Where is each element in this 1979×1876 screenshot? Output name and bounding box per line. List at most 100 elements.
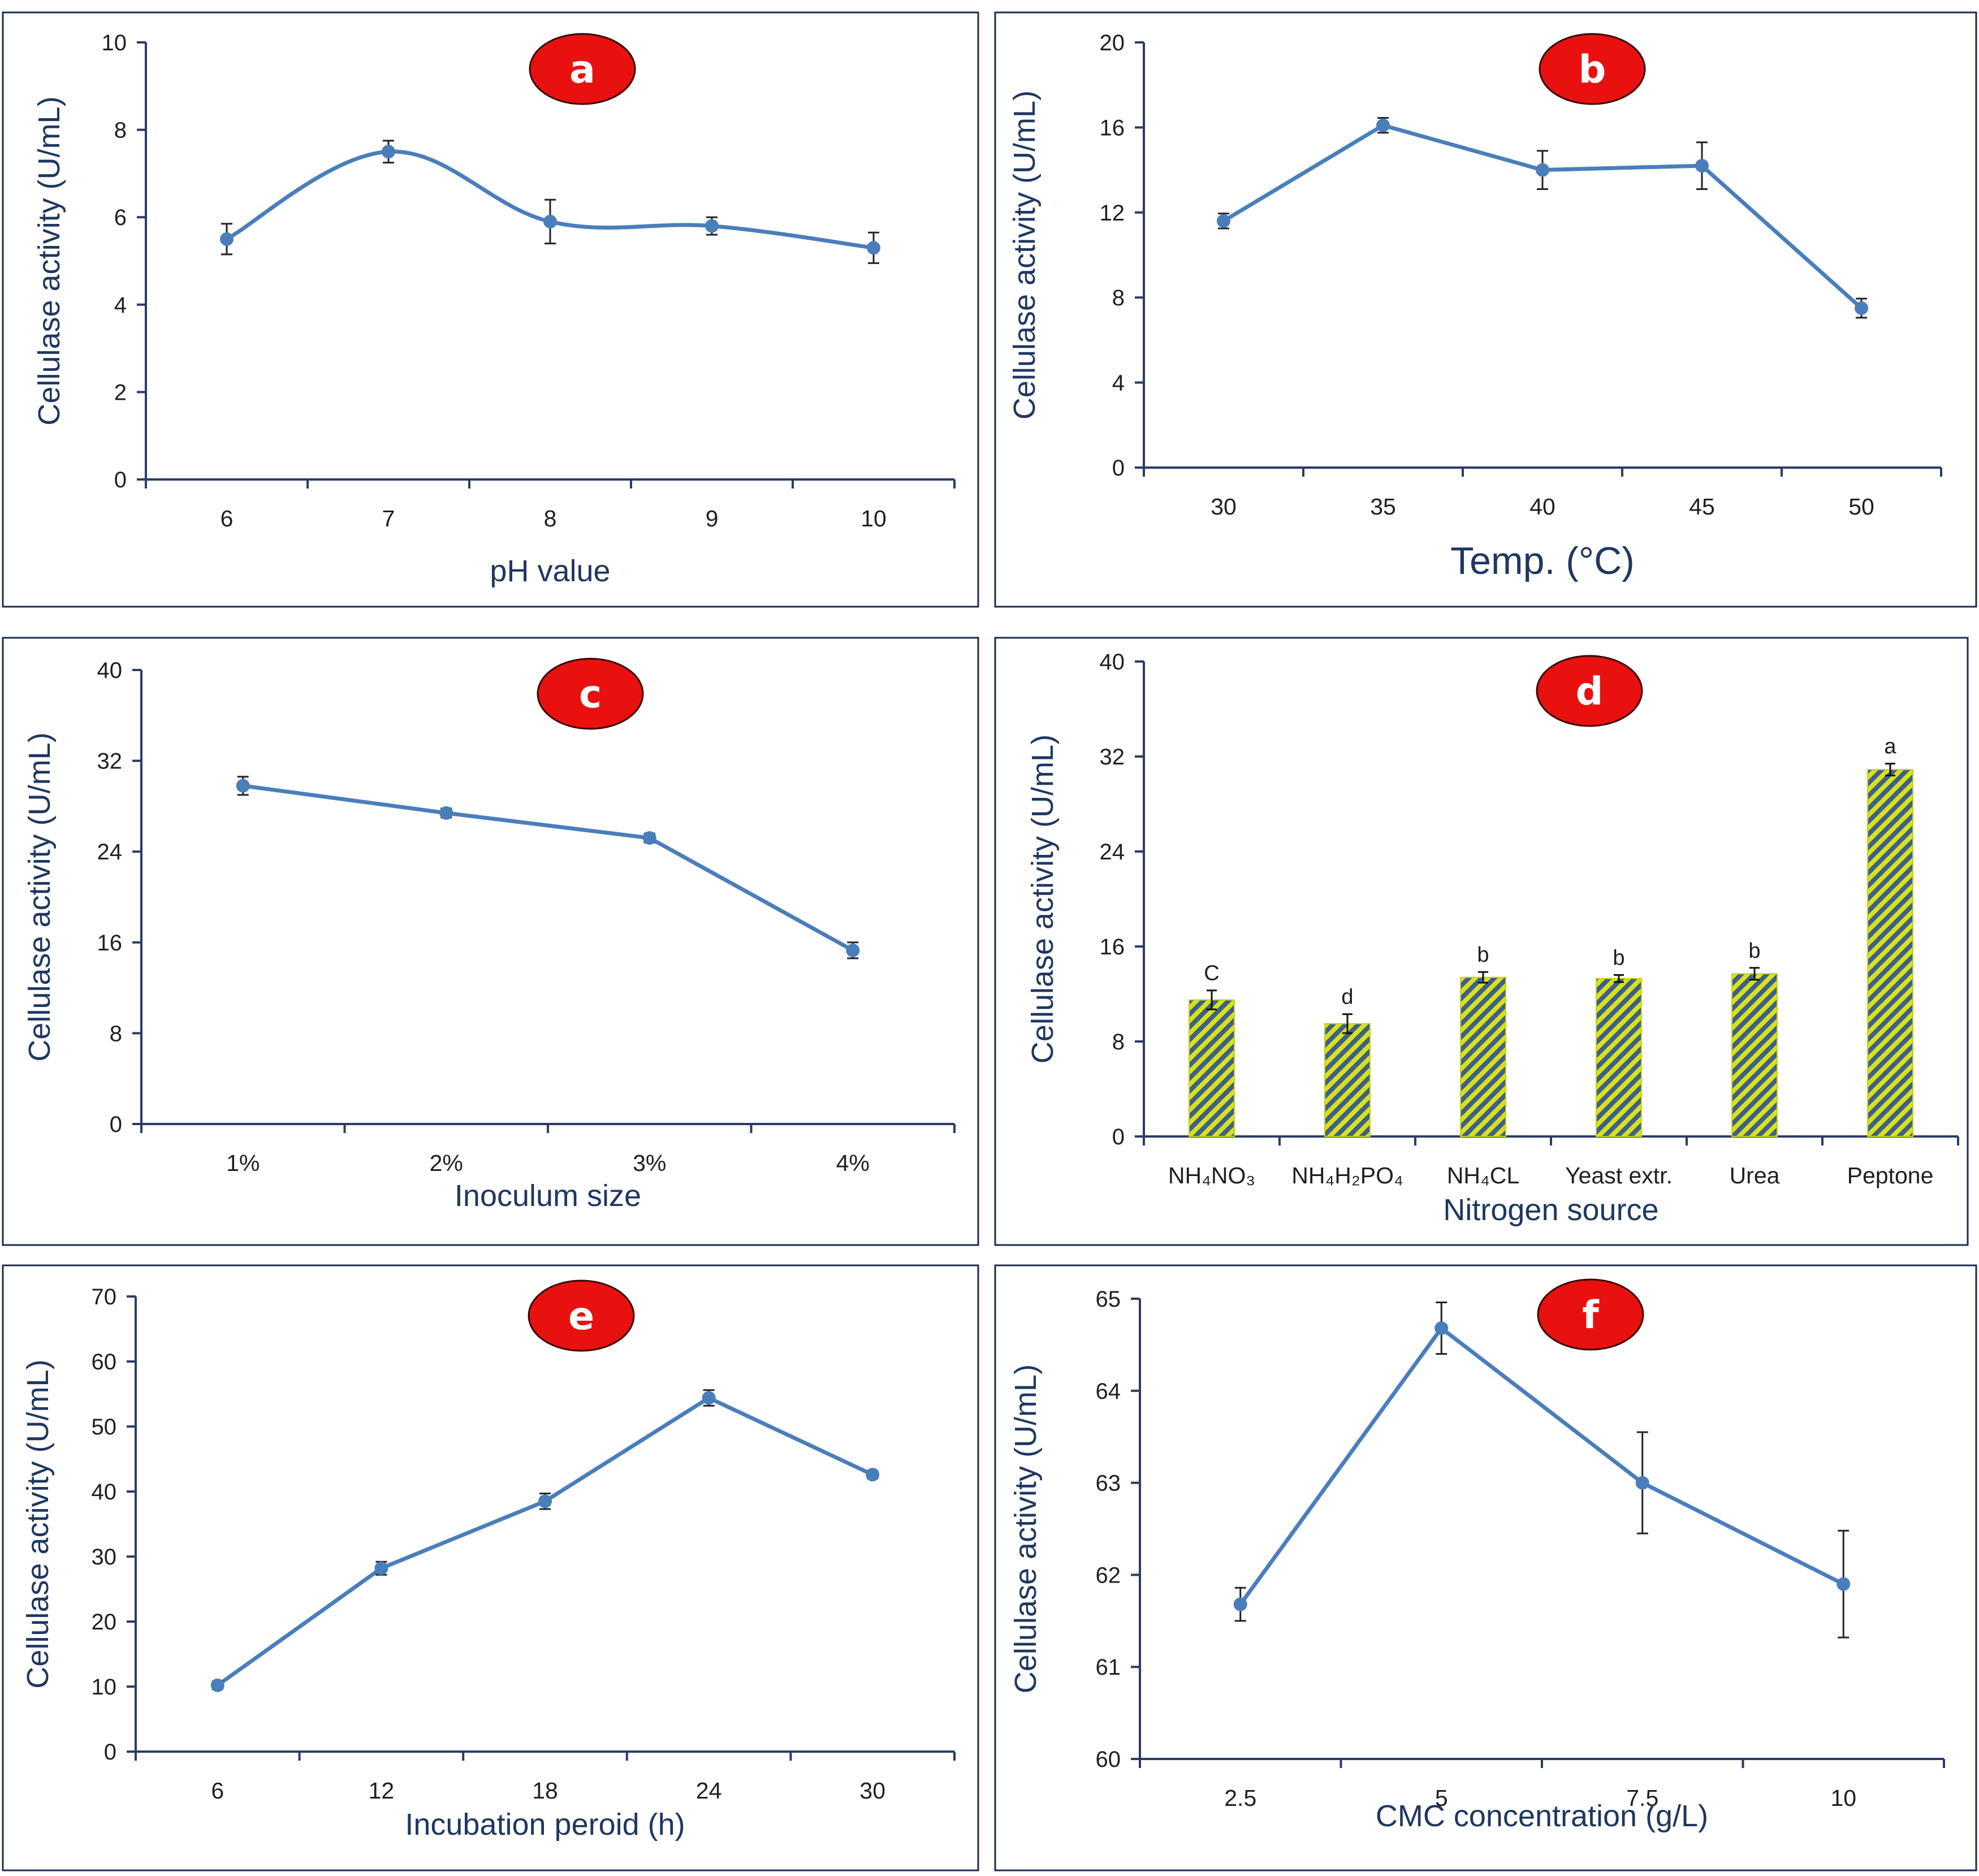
data-point <box>1376 118 1390 132</box>
y-tick-label: 4 <box>1112 371 1125 396</box>
y-axis-title: Cellulase activity (U/mL) <box>32 96 66 425</box>
data-point <box>867 241 880 255</box>
panel-badge-letter: c <box>579 672 602 717</box>
significance-letter: d <box>1341 985 1353 1009</box>
y-tick-label: 0 <box>110 1112 122 1137</box>
x-tick-label: 6 <box>221 505 234 531</box>
panel-badge-letter: e <box>568 1294 594 1339</box>
data-point <box>210 1678 224 1692</box>
y-tick-label: 20 <box>92 1610 117 1635</box>
panel-frame <box>994 11 1977 608</box>
data-point <box>1434 1321 1449 1335</box>
x-tick-label: 40 <box>1529 494 1555 520</box>
y-tick-label: 8 <box>1112 1030 1125 1054</box>
panel-badge <box>1536 655 1643 727</box>
data-point <box>439 806 453 820</box>
y-tick-label: 16 <box>1100 115 1125 140</box>
panel-badge-letter: b <box>1579 47 1606 92</box>
data-point <box>220 232 234 246</box>
y-tick-label: 62 <box>1096 1563 1121 1588</box>
y-axis-title: Cellulase activity (U/mL) <box>1026 734 1060 1064</box>
significance-letter: C <box>1204 962 1219 985</box>
x-tick-label: 35 <box>1370 494 1396 520</box>
chart-panel-b: 0 4 8 12 16 20 30 35 40 45 50 Temp. (°C) Cellulase a… <box>994 11 1977 608</box>
x-tick-label: 30 <box>1211 494 1237 520</box>
bar-3 <box>1596 978 1642 1137</box>
significance-letter: b <box>1477 943 1489 967</box>
panel-badge-letter: d <box>1576 669 1604 714</box>
y-tick-label: 16 <box>97 931 123 956</box>
x-tick-label: 8 <box>544 505 557 531</box>
x-tick-label: 2.5 <box>1224 1785 1256 1811</box>
chart-panel-a: 0 2 4 6 8 10 6 7 8 9 10 pH value Cellulase activity … <box>2 11 979 608</box>
y-tick-label: 4 <box>114 293 127 318</box>
x-tick-label: 10 <box>1830 1785 1856 1811</box>
x-tick-label: NH₄CL <box>1447 1162 1519 1188</box>
panel-frame <box>994 637 1969 1246</box>
y-tick-label: 40 <box>92 1480 117 1505</box>
x-tick-label: NH₄H₂PO₄ <box>1291 1162 1403 1188</box>
x-axis-title: CMC concentration (g/L) <box>1376 1799 1708 1833</box>
data-point <box>538 1494 552 1508</box>
x-axis-title: Temp. (°C) <box>1450 539 1635 582</box>
data-point <box>1635 1476 1649 1490</box>
y-tick-label: 0 <box>1112 1125 1125 1149</box>
data-point <box>1855 301 1868 315</box>
y-tick-label: 30 <box>92 1545 117 1570</box>
x-tick-label: 18 <box>532 1778 558 1804</box>
panel-badge <box>528 1280 635 1352</box>
x-tick-label: NH₄NO₃ <box>1168 1162 1255 1188</box>
panel-badge <box>529 33 636 105</box>
x-tick-label: 10 <box>861 505 887 531</box>
x-axis-title: Inoculum size <box>455 1179 641 1213</box>
y-tick-label: 10 <box>92 1675 117 1700</box>
data-point <box>846 943 860 957</box>
panel-badge-letter: f <box>1582 1293 1600 1338</box>
x-tick-label: 24 <box>696 1778 722 1804</box>
data-point <box>1536 163 1549 177</box>
panel-badge <box>1537 1278 1644 1351</box>
y-axis-title: Cellulase activity (U/mL) <box>1008 90 1042 420</box>
data-point <box>705 219 719 233</box>
chart-panel-d: 0 8 16 24 32 40 NH₄NO₃ NH₄H₂PO₄ NH₄CL Yeast extr.… <box>994 637 1969 1246</box>
y-tick-label: 32 <box>1100 745 1125 770</box>
y-tick-label: 16 <box>1100 935 1125 959</box>
data-point <box>236 779 250 793</box>
panel-frame <box>2 637 979 1246</box>
y-tick-label: 50 <box>92 1415 117 1440</box>
y-tick-label: 8 <box>1112 286 1125 310</box>
bar-4 <box>1731 973 1778 1138</box>
series-line <box>1238 1326 1844 1606</box>
y-tick-label: 63 <box>1096 1471 1121 1496</box>
y-tick-label: 65 <box>1096 1287 1121 1312</box>
y-tick-label: 61 <box>1096 1655 1121 1680</box>
x-tick-label: 30 <box>859 1778 885 1804</box>
y-tick-label: 60 <box>92 1350 117 1374</box>
x-tick-label: 50 <box>1848 494 1874 520</box>
data-point <box>1233 1597 1247 1611</box>
y-tick-label: 2 <box>114 380 127 405</box>
y-tick-label: 8 <box>114 118 127 143</box>
panel-frame <box>2 11 979 608</box>
x-tick-label: Urea <box>1730 1162 1780 1188</box>
x-tick-label: 7.5 <box>1626 1785 1658 1811</box>
y-tick-label: 20 <box>1100 31 1125 55</box>
x-axis-title: pH value <box>490 554 610 588</box>
chart-panel-e: 0 10 20 30 40 50 60 70 6 12 18 24 30 Incubation peroi… <box>2 1264 979 1871</box>
y-tick-label: 40 <box>97 658 123 683</box>
data-point <box>1837 1577 1851 1591</box>
bar-0 <box>1189 999 1235 1137</box>
data-point <box>543 214 557 228</box>
y-axis-title: Cellulase activity (U/mL) <box>1009 1364 1043 1693</box>
y-tick-label: 70 <box>92 1285 117 1309</box>
data-point <box>642 831 656 845</box>
y-axis-title: Cellulase activity (U/mL) <box>23 732 57 1061</box>
x-tick-label: Yeast extr. <box>1565 1162 1673 1188</box>
y-tick-label: 40 <box>1100 650 1125 675</box>
data-point <box>866 1468 880 1482</box>
bar-1 <box>1324 1023 1371 1137</box>
series-line <box>243 784 854 952</box>
panel-frame <box>994 1264 1977 1871</box>
x-tick-label: 12 <box>369 1778 395 1804</box>
